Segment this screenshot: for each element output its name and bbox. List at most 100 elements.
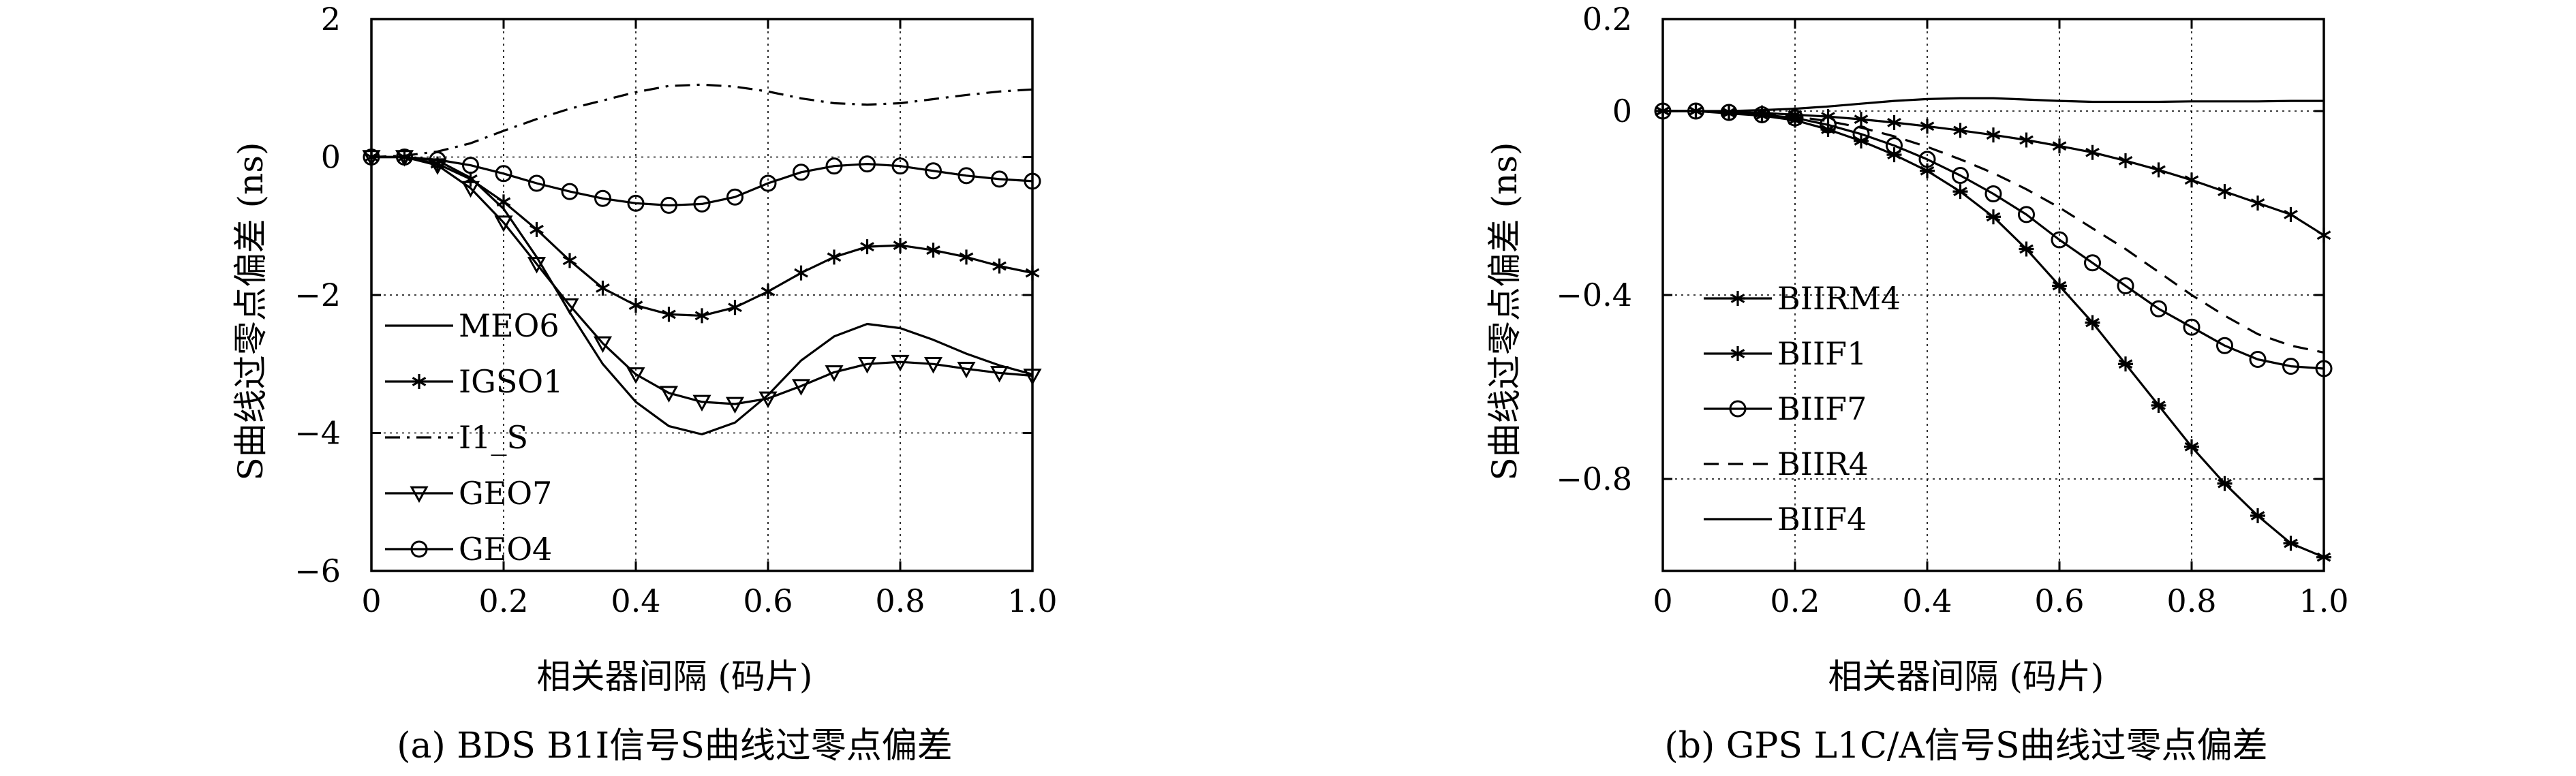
legend-a: MEO6 IGSO1 I1_S GEO7 GEO4 xyxy=(385,307,563,568)
series-igso1-a xyxy=(364,149,1040,324)
data-point-igso1-a-11 xyxy=(728,300,742,315)
data-point-biif7-b-8 xyxy=(1918,151,1936,168)
chart-panel-a: (a) BDS B1I信号S曲线过零点偏差 相关器间隔 (码片) S曲线过零点偏… xyxy=(231,1,1058,766)
data-point-biirm4-b-5 xyxy=(1820,122,1836,137)
data-point-biif1-b-13 xyxy=(2085,144,2100,160)
data-point-geo4-a-1 xyxy=(396,149,413,166)
data-point-biirm4-b-15 xyxy=(2151,398,2166,413)
data-point-biif1-b-19 xyxy=(2284,206,2298,222)
data-point-biif7-b-19 xyxy=(2282,358,2299,375)
data-point-biif7-b-13 xyxy=(2084,254,2101,272)
x-tick-label-b-2: 0.4 xyxy=(1902,583,1952,619)
x-tick-label-b-1: 0.2 xyxy=(1770,583,1820,619)
legend-label-a-4: GEO4 xyxy=(459,531,552,568)
data-point-biirm4-b-10 xyxy=(1986,209,2001,225)
data-point-igso1-a-8 xyxy=(628,298,643,313)
data-point-geo4-a-14 xyxy=(825,157,843,175)
data-point-biif1-b-15 xyxy=(2151,162,2166,178)
legend-label-b-0: BIIRM4 xyxy=(1777,280,1901,317)
data-point-igso1-a-16 xyxy=(893,238,908,253)
data-point-igso1-a-15 xyxy=(860,239,874,255)
y-tick-label-b-2: −0.4 xyxy=(1556,277,1632,313)
legend-label-b-1: BIIF1 xyxy=(1777,335,1867,372)
data-point-biif7-b-17 xyxy=(2216,337,2233,354)
data-point-biif1-b-16 xyxy=(2184,172,2199,188)
data-point-biif7-b-7 xyxy=(1886,137,1903,155)
y-tick-label-b-3: −0.8 xyxy=(1556,461,1632,497)
y-tick-label-b-1: 0 xyxy=(1612,93,1632,129)
data-point-biirm4-b-12 xyxy=(2052,278,2067,294)
data-point-biirm4-b-16 xyxy=(2184,439,2199,454)
data-point-geo4-a-5 xyxy=(528,174,545,192)
data-point-geo4-a-16 xyxy=(891,157,909,175)
data-point-geo7-a-8 xyxy=(626,367,645,384)
data-point-geo4-a-15 xyxy=(859,155,876,173)
data-point-geo7-a-13 xyxy=(791,379,811,396)
x-tick-label-b-3: 0.6 xyxy=(2034,583,2084,619)
series-line-biir4-b xyxy=(1663,110,2325,354)
data-point-biirm4-b-18 xyxy=(2250,508,2265,523)
data-point-geo4-a-7 xyxy=(594,189,611,207)
data-point-biirm4-b-14 xyxy=(2118,356,2133,372)
data-point-biif1-b-11 xyxy=(2019,132,2034,148)
data-point-biirm4-b-19 xyxy=(2283,536,2299,551)
data-point-igso1-a-13 xyxy=(794,265,808,281)
data-point-biif1-b-8 xyxy=(1920,119,1935,134)
data-point-biirm4-b-13 xyxy=(2085,315,2100,330)
data-point-biif7-b-11 xyxy=(2018,206,2035,223)
y-tick-label-a-0: 2 xyxy=(321,1,341,37)
data-point-igso1-a-19 xyxy=(992,258,1007,274)
data-point-geo7-a-5 xyxy=(527,257,547,274)
x-tick-label-a-5: 1.0 xyxy=(1007,583,1057,619)
y-tick-label-a-1: 0 xyxy=(321,139,341,176)
data-point-biif7-b-9 xyxy=(1952,167,1969,184)
data-point-geo4-a-13 xyxy=(793,164,810,181)
data-point-biirm4-b-7 xyxy=(1886,147,1902,163)
data-point-geo4-a-6 xyxy=(561,183,579,200)
data-point-biirm4-b-17 xyxy=(2217,476,2233,491)
data-point-biif1-b-14 xyxy=(2118,153,2133,168)
data-point-geo4-a-11 xyxy=(726,188,743,206)
series-biif4-b xyxy=(1663,97,2324,112)
data-point-biif1-b-9 xyxy=(1953,123,1967,138)
x-tick-label-a-0: 0 xyxy=(361,583,381,619)
series-biir4-b xyxy=(1663,110,2325,354)
data-point-igso1-a-17 xyxy=(926,243,940,258)
series-biif7-b xyxy=(1654,102,2333,377)
data-point-biif7-b-10 xyxy=(1984,185,2002,202)
legend-label-a-2: I1_S xyxy=(459,419,528,456)
data-point-biirm4-b-8 xyxy=(1920,163,1935,179)
data-point-igso1-a-10 xyxy=(694,308,709,324)
data-point-biif7-b-12 xyxy=(2051,231,2068,249)
data-point-igso1-a-4 xyxy=(496,194,511,210)
data-point-biif1-b-7 xyxy=(1887,114,1901,130)
data-point-geo4-a-18 xyxy=(957,167,975,185)
x-axis-label-a: 相关器间隔 (码片) xyxy=(537,657,813,696)
data-point-geo7-a-3 xyxy=(461,181,480,198)
data-point-geo7-a-14 xyxy=(825,365,844,382)
y-tick-label-a-3: −4 xyxy=(294,415,341,452)
data-point-geo4-a-12 xyxy=(759,174,777,192)
data-point-biif7-b-5 xyxy=(1820,116,1837,134)
series-biirm4-b xyxy=(1655,104,2331,565)
x-tick-label-b-4: 0.8 xyxy=(2166,583,2216,619)
x-tick-label-b-0: 0 xyxy=(1653,583,1672,619)
series-line-biif4-b xyxy=(1663,97,2324,112)
data-point-igso1-a-7 xyxy=(596,280,610,296)
data-point-geo4-a-19 xyxy=(991,170,1008,188)
y-axis-label-a: S曲线过零点偏差 (ns) xyxy=(231,142,271,480)
legend-label-b-2: BIIF7 xyxy=(1777,390,1867,427)
series-i1-s-a xyxy=(371,83,1033,159)
legend-marker-a-4 xyxy=(410,540,428,558)
legend-marker-a-1 xyxy=(412,374,427,389)
series-line-geo4-a xyxy=(371,155,1033,206)
series-line-i1-s-a xyxy=(371,83,1033,159)
y-tick-label-b-0: 0.2 xyxy=(1582,1,1632,37)
x-tick-label-a-2: 0.4 xyxy=(611,583,660,619)
legend-label-a-3: GEO7 xyxy=(459,475,552,512)
y-tick-label-a-2: −2 xyxy=(294,277,341,313)
legend-label-b-3: BIIR4 xyxy=(1777,446,1869,482)
chart-caption-b: (b) GPS L1C/A信号S曲线过零点偏差 xyxy=(1664,726,2267,766)
data-point-geo7-a-10 xyxy=(692,394,711,412)
data-point-igso1-a-14 xyxy=(827,249,842,265)
